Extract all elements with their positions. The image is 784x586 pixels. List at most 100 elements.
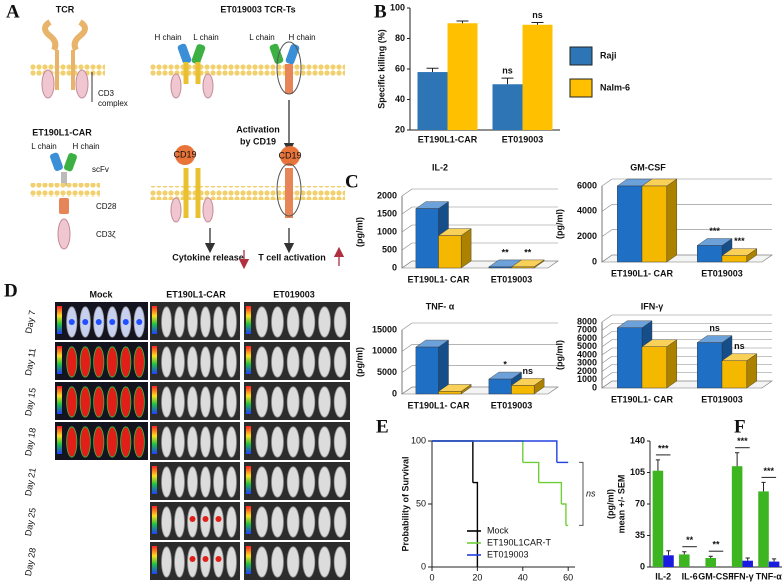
grid-connector [601,331,613,339]
bar [522,24,553,130]
y-axis-label: (pg/ml) [354,217,364,247]
chart-title: IL-2 [432,162,448,172]
mouse [318,386,331,418]
mouse [200,346,211,378]
mouse [226,546,237,578]
activation-label: Activation [236,124,280,134]
mouse [286,306,300,338]
legend-label: ET019003 [487,549,529,559]
error-bar [745,557,750,561]
significance-label: *** [658,443,669,453]
mouse [161,426,172,458]
panel-letter: D [4,280,18,301]
significance-label: *** [764,466,775,476]
mouse [318,466,331,498]
scfv-label: scFv [92,165,109,174]
mouse [286,506,300,538]
mouse [286,546,300,578]
outline [276,41,302,95]
mouse [318,426,331,458]
x-tick-label: 60 [563,572,573,582]
signal [202,516,209,522]
y-tick-label: 100 [411,435,426,445]
signal [189,556,196,562]
day-label: Day 11 [23,347,38,376]
tcrt-stem [183,62,201,84]
mouse [200,306,211,338]
grid-connector [401,206,413,215]
mouse [226,306,237,338]
x-tick-label: 0 [429,572,434,582]
x-tick-label: ET019003 [701,268,743,278]
mouse [302,546,316,578]
mouse [187,466,198,498]
mouse [161,346,172,378]
diagram-panel: A TCR CD3 complex ET190L1-CAR L chain H … [6,1,345,270]
signal [68,319,75,325]
mouse [333,506,347,538]
significance-label: ** [524,247,532,257]
hinge [61,172,67,186]
cd19-antigen [175,145,195,165]
color-scale [152,306,157,334]
chain-label: H chain [72,142,99,151]
grid-connector [601,364,613,372]
color-scale [246,386,251,414]
mouse [79,346,91,378]
y-axis-label: mean +/- SEM [616,475,626,534]
mouse [187,426,198,458]
y-tick-label: 2000 [577,366,597,376]
mouse [271,346,284,378]
mouse [286,426,300,458]
mouse [213,306,224,338]
mouse [226,386,237,418]
tcrt-stem [285,64,293,94]
mouse [333,426,347,458]
y-axis-label: (pg/ml) [354,347,364,377]
mouse [93,426,105,458]
h-chain [285,44,300,65]
cd3-unit [170,73,182,99]
survival-step [432,440,524,463]
legend-label: Raji [600,50,617,60]
color-scale [152,506,157,534]
color-scale [152,466,157,494]
error-bar [666,550,671,556]
error-bar [761,481,766,492]
mouse [174,306,185,338]
grid-connector [601,323,613,331]
legend-label: ET190L1CAR-T [487,537,552,547]
mouse [255,426,269,458]
error-bar [501,77,514,85]
bar [447,23,478,130]
error-bar [708,555,713,558]
mouse [255,546,269,578]
day-label: Day 15 [23,387,38,417]
y-tick-label: 35 [635,530,645,540]
bar [511,385,535,395]
mouse [286,386,300,418]
panel-letter: B [374,1,387,22]
x-tick-label: IL-6 [682,571,698,581]
color-scale [57,386,62,414]
mouse [133,426,145,458]
y-tick-label: 7000 [577,325,597,335]
column-header: Mock [89,289,113,299]
mouse [174,426,185,458]
cd3-unit [170,197,182,223]
grid-connector [601,380,613,389]
chain-label: H chain [288,33,315,42]
color-scale [57,306,62,334]
membrane [30,62,105,76]
tcr-title: TCR [56,4,75,14]
mouse [318,546,331,578]
bar [731,466,743,567]
survival-step [432,440,558,463]
legend-swatch [569,78,593,98]
y-tick-label: 0 [592,256,597,266]
grid-connector [401,344,413,352]
mouse [271,306,284,338]
x-tick-label: ET190L1- CAR [611,394,674,404]
mouse [161,306,172,338]
x-tick-label: GM-CSF [698,571,734,581]
